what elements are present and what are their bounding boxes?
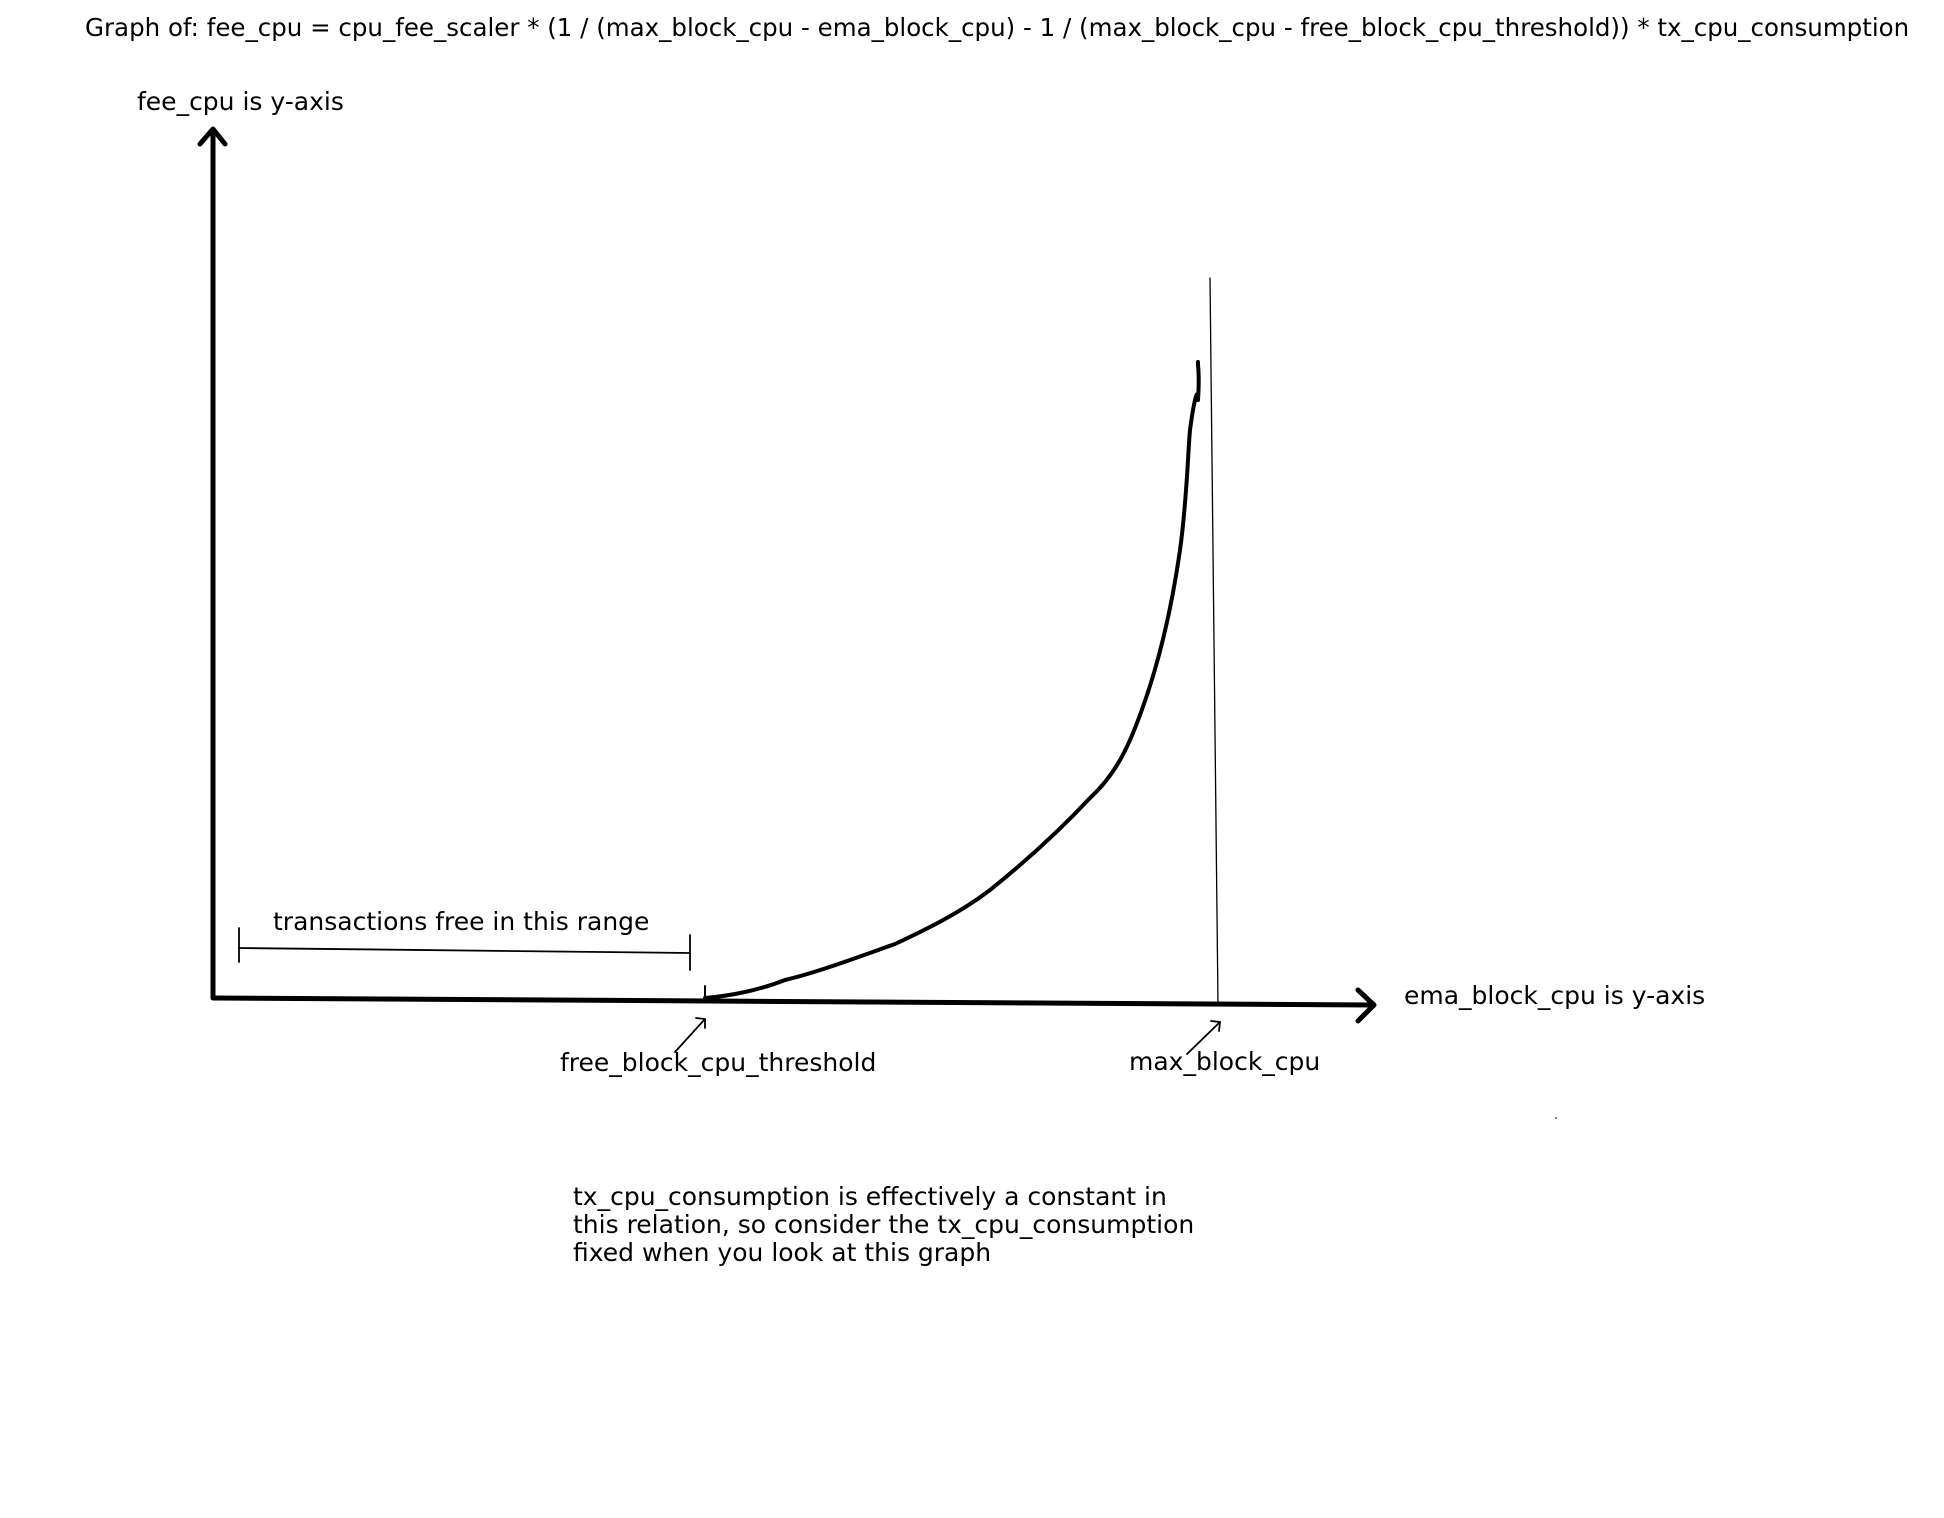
threshold-pointer-arrowhead — [695, 1017, 706, 1029]
note-line-2: this relation, so consider the tx_cpu_co… — [573, 1210, 1195, 1239]
x-axis-line — [210, 995, 1376, 1008]
stray-dot — [1555, 1117, 1557, 1119]
free-range-label: transactions free in this range — [273, 907, 650, 936]
free-range-bracket-line — [238, 947, 691, 954]
max-block-cpu-label: max_block_cpu — [1129, 1047, 1321, 1076]
diagram-title: Graph of: fee_cpu = cpu_fee_scaler * (1 … — [85, 13, 1910, 42]
note-line-3: fixed when you look at this graph — [573, 1238, 992, 1267]
x-axis-arrowhead — [1355, 987, 1377, 1024]
y-axis-label: fee_cpu is y-axis — [137, 87, 344, 116]
max-pointer-arrowhead — [1210, 1020, 1221, 1032]
note-text: tx_cpu_consumption is effectively a cons… — [573, 1183, 1293, 1267]
threshold-pointer-arrow — [674, 1018, 706, 1053]
max-pointer-arrow — [1186, 1021, 1221, 1055]
x-axis-label: ema_block_cpu is y-axis — [1404, 981, 1706, 1010]
asymptote-line — [1209, 277, 1219, 1006]
note-line-1: tx_cpu_consumption is effectively a cons… — [573, 1182, 1167, 1211]
y-axis-arrowhead — [197, 126, 228, 147]
threshold-label: free_block_cpu_threshold — [560, 1048, 877, 1077]
fee-curve — [703, 360, 1201, 1000]
